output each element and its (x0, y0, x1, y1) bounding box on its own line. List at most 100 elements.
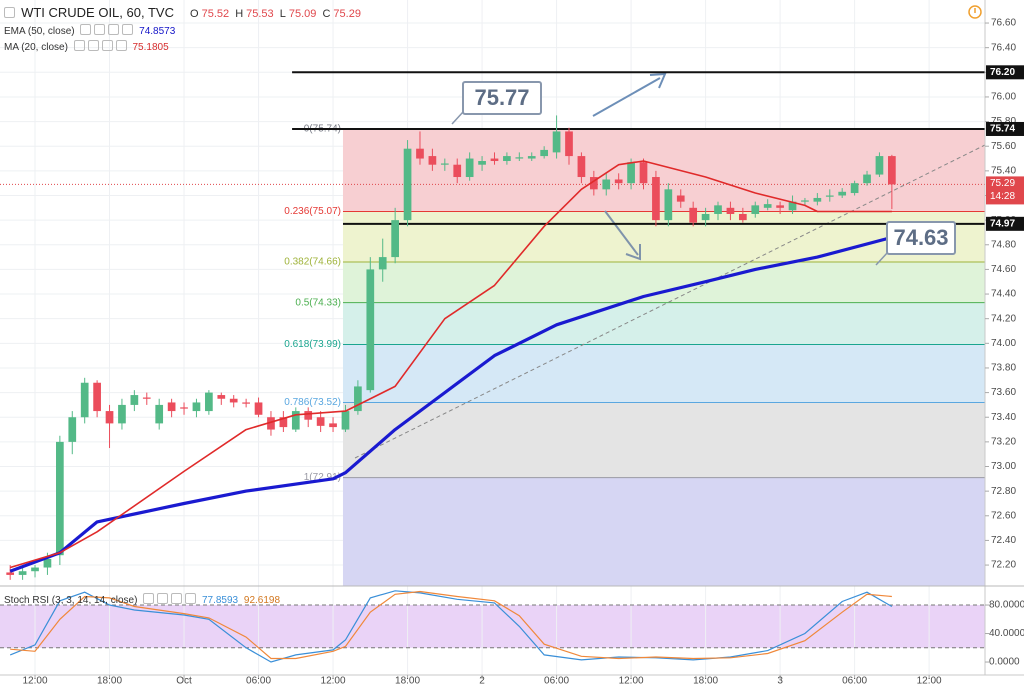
ohlc-label: H (235, 8, 244, 20)
y-tick-label: 73.40 (991, 412, 1016, 423)
legend-icon[interactable] (122, 24, 134, 35)
fib-label: 0.236(75.07) (284, 206, 341, 217)
candle-body (155, 404, 164, 424)
level-badge (986, 216, 1024, 231)
fibonacci-layer: 0(75.74)0.236(75.07)0.382(74.66)0.5(74.3… (284, 124, 985, 586)
callout-pointer (451, 111, 464, 125)
y-tick-label: 75.80 (991, 116, 1016, 127)
fib-label: 0.382(74.66) (284, 257, 341, 268)
candle-body (751, 205, 760, 214)
fib-zone (342, 402, 985, 478)
indicator-name: EMA (50, close) (4, 26, 75, 37)
legend-icon[interactable] (108, 24, 120, 35)
legend-icon[interactable] (101, 40, 113, 51)
candle-body (490, 158, 499, 162)
legend-icon[interactable] (143, 593, 155, 604)
candle-body (217, 395, 226, 399)
y-tick-label: 72.80 (991, 486, 1016, 497)
candle-body (366, 269, 375, 391)
legend-icon[interactable] (80, 24, 92, 35)
candle-body (242, 402, 250, 404)
y-tick-label: 72.20 (991, 560, 1016, 571)
x-tick-label: 12:00 (23, 676, 48, 687)
candle-body (565, 131, 573, 157)
level-lines-layer (0, 71, 985, 225)
symbol-title: WTI CRUDE OIL, 60, TVC (21, 5, 174, 20)
drawing-layer (354, 72, 986, 459)
y-tick-label: 74.60 (991, 264, 1016, 275)
x-tick-label: 18:00 (693, 676, 718, 687)
indicator-value: 74.8573 (139, 26, 176, 37)
candle-body (813, 197, 822, 202)
legend-icon[interactable] (87, 40, 99, 51)
candle-body (627, 162, 635, 184)
candle-body (676, 195, 685, 202)
candle-body (614, 179, 623, 184)
arrow-line (592, 77, 661, 117)
candle-body (391, 220, 399, 258)
legend-icon[interactable] (171, 593, 183, 604)
y-tick-label: 72.40 (991, 535, 1016, 546)
candle-body (664, 189, 673, 221)
price-axis-bg (985, 0, 1024, 687)
candle-body (589, 177, 598, 190)
alert-icon[interactable] (968, 5, 982, 19)
stoch-legend: Stoch RSI (3, 3, 14, 14, close) 77.8593 … (4, 593, 283, 606)
ohlc-value: 75.09 (288, 8, 317, 20)
candle-body (68, 417, 77, 442)
y-tick-label: 73.00 (991, 461, 1016, 472)
candle-body (56, 441, 64, 556)
candle-body (552, 131, 561, 153)
candle-body (652, 177, 660, 221)
candle-body (738, 213, 747, 221)
candle-body (714, 205, 722, 214)
stoch-line (9, 590, 893, 663)
candle-body (788, 201, 797, 211)
last-price-label: 75.29 (990, 178, 1015, 189)
x-tick-label: 2 (479, 676, 485, 687)
x-tick-label: 06:00 (246, 676, 271, 687)
fib-zone (342, 477, 985, 586)
arrow-line (604, 210, 639, 256)
indicator-legend: EMA (50, close) 74.8573 (4, 24, 178, 37)
fib-zone (342, 302, 985, 345)
candle-body (80, 382, 89, 418)
y-tick-label: 75.40 (991, 166, 1016, 177)
ohlc-label: O (190, 8, 199, 20)
candle-body (167, 402, 176, 412)
symbol-legend: WTI CRUDE OIL, 60, TVC O 75.52 H 75.53 L 75… (4, 5, 364, 20)
candle-body (43, 558, 52, 568)
x-tick-label: 12:00 (619, 676, 644, 687)
candle-body (602, 179, 611, 190)
candle-body (515, 157, 524, 159)
level-badge-label: 74.97 (990, 218, 1015, 229)
candle-body (801, 200, 809, 202)
y-tick-label: 73.60 (991, 387, 1016, 398)
candle-body (6, 572, 15, 575)
indicator-value: 75.1805 (132, 42, 169, 53)
callout-text: 75.77 (474, 85, 529, 110)
candle-body (118, 404, 126, 424)
background-layer (0, 605, 985, 648)
level-badge-label: 75.74 (990, 124, 1015, 135)
legend-icon[interactable] (185, 593, 197, 604)
fib-label: 0.5(74.33) (295, 297, 341, 308)
legend-icon[interactable] (157, 593, 169, 604)
legend-icon[interactable] (115, 40, 127, 51)
legend-icon[interactable] (94, 24, 106, 35)
candle-body (838, 191, 847, 196)
y-tick-label: 73.80 (991, 363, 1016, 374)
candle-body (105, 411, 114, 424)
y-tick-label: 74.20 (991, 313, 1016, 324)
legend-icon[interactable] (4, 7, 15, 18)
annotation-layer: 75.77 74.63 (451, 81, 956, 266)
x-tick-label: 12:00 (321, 676, 346, 687)
stoch-tick-label: 0.0000 (989, 657, 1020, 668)
y-tick-label: 76.00 (991, 92, 1016, 103)
candle-body (31, 567, 39, 572)
legend-icon[interactable] (73, 40, 85, 51)
candle-body (689, 207, 698, 223)
candle-body (180, 407, 188, 409)
candle-body (863, 174, 871, 184)
candle-body (329, 423, 337, 428)
